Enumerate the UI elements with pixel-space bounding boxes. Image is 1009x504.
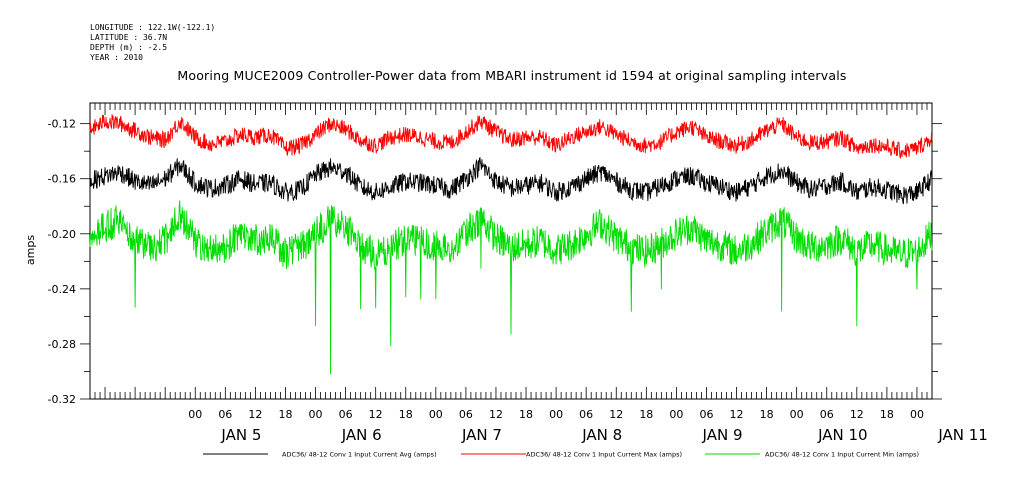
legend-label: ADC36/ 48-12 Conv 1 Input Current Avg (a… (282, 451, 437, 459)
x-tick-label: 12 (248, 408, 262, 421)
x-tick-label: 18 (639, 408, 653, 421)
day-label: JAN 8 (581, 426, 622, 444)
chart-title: Mooring MUCE2009 Controller-Power data f… (177, 68, 846, 83)
x-tick-label: 00 (910, 408, 924, 421)
x-tick-label: 18 (278, 408, 292, 421)
x-tick-label: 06 (579, 408, 593, 421)
header-year: YEAR : 2010 (90, 53, 143, 62)
x-tick-label: 06 (459, 408, 473, 421)
day-label: JAN 7 (461, 426, 502, 444)
header-metadata: LONGITUDE : 122.1W(-122.1) LATITUDE : 36… (90, 23, 215, 62)
y-tick-label: -0.16 (48, 173, 76, 186)
series-layer (89, 114, 933, 375)
x-tick-label: 12 (609, 408, 623, 421)
x-tick-label: 18 (519, 408, 533, 421)
x-tick-label: 18 (880, 408, 894, 421)
x-tick-label: 12 (489, 408, 503, 421)
x-tick-label: 00 (790, 408, 804, 421)
header-latitude: LATITUDE : 36.7N (90, 33, 167, 42)
x-tick-label: 06 (218, 408, 232, 421)
x-tick-label: 00 (549, 408, 563, 421)
y-axis-label: amps (24, 235, 37, 265)
y-tick-label: -0.20 (48, 228, 76, 241)
x-tick-label: 06 (339, 408, 353, 421)
series-line-max (89, 114, 933, 159)
y-tick-label: -0.28 (48, 338, 76, 351)
y-tick-label: -0.12 (48, 118, 76, 131)
y-tick-label: -0.24 (48, 283, 76, 296)
axis-labels: -0.12 -0.16 -0.20 -0.24 -0.28 -0.32 00 06 12 18 00… (48, 118, 988, 444)
axis-ticks (80, 103, 942, 400)
y-tick-label: -0.32 (48, 393, 76, 406)
x-tick-label: 06 (820, 408, 834, 421)
x-tick-label: 12 (730, 408, 744, 421)
header-depth: DEPTH (m) : -2.5 (90, 43, 167, 52)
x-tick-label: 12 (369, 408, 383, 421)
series-line-min (89, 200, 933, 375)
x-tick-label: 18 (760, 408, 774, 421)
legend-label: ADC36/ 48-12 Conv 1 Input Current Min (a… (765, 451, 919, 459)
legend-label: ADC36/ 48-12 Conv 1 Input Current Max (a… (526, 451, 682, 459)
series-line-avg (89, 156, 933, 205)
x-tick-label: 00 (309, 408, 323, 421)
legend: ADC36/ 48-12 Conv 1 Input Current Avg (a… (203, 451, 919, 459)
day-label: JAN 9 (702, 426, 743, 444)
x-tick-label: 06 (699, 408, 713, 421)
day-label: JAN 5 (220, 426, 261, 444)
x-tick-label: 00 (429, 408, 443, 421)
header-longitude: LONGITUDE : 122.1W(-122.1) (90, 23, 215, 32)
x-tick-label: 00 (188, 408, 202, 421)
day-label: JAN 6 (341, 426, 382, 444)
x-tick-label: 12 (850, 408, 864, 421)
day-label: JAN 11 (937, 426, 988, 444)
x-tick-label: 18 (399, 408, 413, 421)
day-label: JAN 10 (817, 426, 868, 444)
x-tick-label: 00 (669, 408, 683, 421)
